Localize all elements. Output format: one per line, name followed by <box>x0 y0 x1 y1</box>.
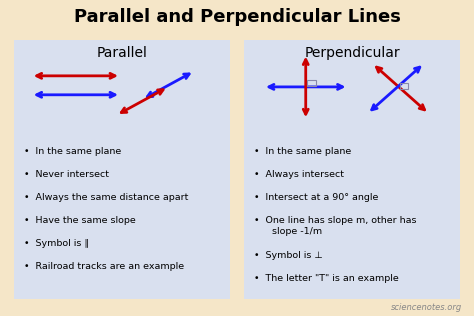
Text: •  Always intersect: • Always intersect <box>254 170 344 179</box>
Text: •  One line has slope m, other has
      slope -1/m: • One line has slope m, other has slope … <box>254 216 416 236</box>
Text: sciencenotes.org: sciencenotes.org <box>391 303 462 312</box>
Text: •  Intersect at a 90° angle: • Intersect at a 90° angle <box>254 193 378 202</box>
Text: •  In the same plane: • In the same plane <box>254 147 351 156</box>
Bar <box>244 40 460 299</box>
Text: Parallel: Parallel <box>97 46 147 60</box>
Bar <box>14 40 230 299</box>
Text: •  The letter "T" is an example: • The letter "T" is an example <box>254 274 398 283</box>
Text: •  Railroad tracks are an example: • Railroad tracks are an example <box>24 262 184 271</box>
Bar <box>400 83 408 89</box>
Text: Perpendicular: Perpendicular <box>304 46 400 60</box>
Text: •  Symbol is ⊥: • Symbol is ⊥ <box>254 251 322 260</box>
Text: •  Have the same slope: • Have the same slope <box>24 216 136 225</box>
Text: •  In the same plane: • In the same plane <box>24 147 121 156</box>
Text: •  Never intersect: • Never intersect <box>24 170 109 179</box>
Text: Parallel and Perpendicular Lines: Parallel and Perpendicular Lines <box>73 8 401 26</box>
Bar <box>307 80 316 86</box>
Text: •  Symbol is ∥: • Symbol is ∥ <box>24 239 89 248</box>
Text: •  Always the same distance apart: • Always the same distance apart <box>24 193 188 202</box>
